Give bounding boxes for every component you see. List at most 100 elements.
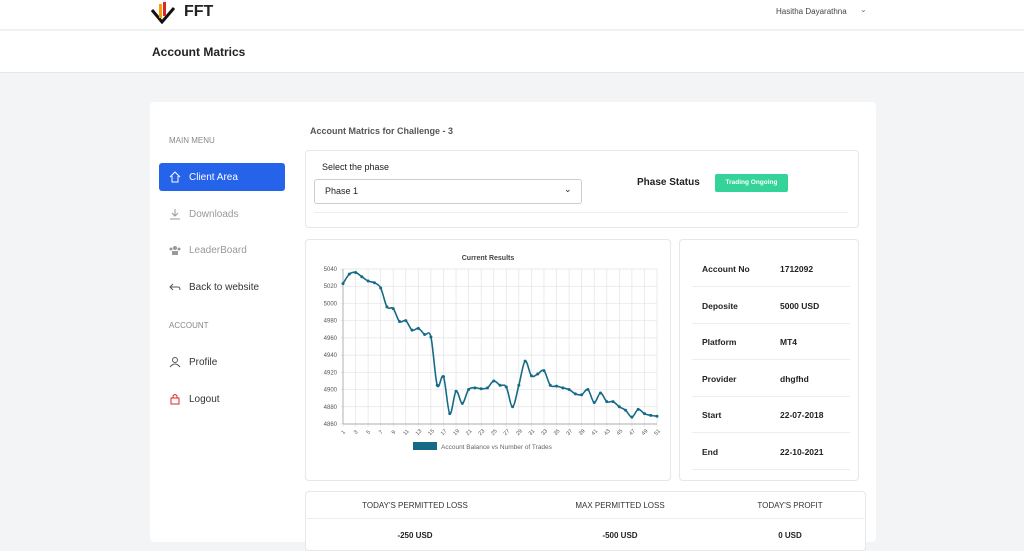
x-tick-label: 9: [391, 430, 397, 436]
x-tick-label: 47: [628, 428, 637, 437]
point: [391, 307, 395, 311]
point: [655, 414, 659, 418]
x-tick-label: 19: [452, 428, 461, 437]
x-tick-label: 35: [553, 428, 562, 437]
chart-box: [305, 239, 671, 481]
y-tick-label: 4960: [324, 336, 338, 342]
point: [398, 320, 402, 324]
point: [649, 413, 653, 417]
limit-value: -250 USD: [397, 531, 433, 540]
nav-label: Back to website: [189, 281, 260, 293]
point: [492, 379, 496, 383]
divider: [305, 518, 866, 519]
point: [617, 405, 621, 409]
point: [504, 385, 508, 389]
x-tick-label: 45: [616, 428, 625, 437]
point: [347, 272, 351, 276]
point: [460, 401, 464, 405]
point: [523, 359, 527, 363]
x-tick-label: 51: [653, 428, 662, 437]
y-tick-label: 4940: [324, 353, 338, 359]
point: [580, 393, 584, 397]
point: [536, 372, 540, 376]
divider: [314, 212, 848, 213]
info-row: Provider dhgfhd: [692, 361, 850, 397]
nav-label: Logout: [189, 393, 220, 405]
header-band: [0, 31, 1024, 73]
phase-value: Phase 1: [325, 186, 359, 196]
info-row: End 22-10-2021: [692, 434, 850, 470]
x-tick-label: 15: [427, 428, 436, 437]
section-heading: Account Matrics for Challenge - 3: [310, 126, 454, 136]
nav-label: Downloads: [189, 208, 239, 220]
point: [341, 282, 345, 286]
point: [511, 405, 515, 409]
x-tick-label: 13: [415, 428, 424, 437]
line: [342, 271, 658, 418]
point: [529, 374, 533, 378]
x-tick-label: 7: [378, 430, 384, 436]
point: [429, 335, 433, 339]
nav-profile[interactable]: Profile: [159, 348, 285, 376]
x-tick-label: 39: [578, 428, 587, 437]
x-tick-label: 11: [402, 429, 410, 437]
y-tick-label: 4900: [324, 388, 338, 394]
y-tick-label: 5000: [324, 301, 338, 307]
y-tick-label: 4980: [324, 319, 338, 325]
point: [385, 305, 389, 309]
x-tick-label: 21: [465, 428, 474, 437]
y-tick-label: 5040: [324, 267, 338, 273]
x-tick-label: 41: [591, 428, 600, 437]
limit-value: 0 USD: [778, 531, 802, 540]
nav-logout[interactable]: Logout: [159, 385, 285, 413]
status-badge: Trading Ongoing: [715, 174, 788, 192]
point: [454, 389, 458, 393]
x-tick-label: 49: [641, 428, 650, 437]
nav-downloads[interactable]: Downloads: [159, 200, 285, 228]
info-value: 5000 USD: [780, 300, 820, 311]
select-caret: ⌄: [564, 184, 572, 194]
point: [555, 384, 559, 388]
point: [479, 387, 483, 391]
point: [567, 388, 571, 392]
point: [605, 400, 609, 404]
point: [448, 412, 452, 416]
point: [485, 386, 489, 390]
point: [354, 270, 358, 274]
info-value: 22-10-2021: [780, 446, 824, 457]
point: [360, 275, 364, 279]
phase-select[interactable]: [314, 179, 582, 204]
nav-label: Profile: [189, 356, 218, 368]
info-label: Deposite: [702, 300, 738, 311]
info-value: 22-07-2018: [780, 410, 824, 420]
info-row: Deposite 5000 USD: [692, 288, 850, 324]
x-tick-label: 17: [440, 428, 449, 437]
point: [624, 408, 628, 412]
point: [379, 286, 383, 290]
info-label: Account No: [702, 264, 750, 274]
nav-client-area[interactable]: Client Area: [159, 163, 285, 191]
info-value: 1712092: [780, 264, 814, 274]
point: [366, 279, 370, 283]
y-tick-label: 4860: [324, 422, 338, 428]
user-menu[interactable]: Hasitha Dayarathna: [776, 7, 847, 16]
menu-heading: ACCOUNT: [169, 321, 209, 330]
account-box: Account No 1712092 Deposite 5000 USD Platfor…: [679, 239, 859, 481]
point: [611, 400, 615, 404]
point: [372, 281, 376, 285]
point: [542, 369, 546, 373]
nav-back[interactable]: Back to website: [159, 273, 285, 301]
nav-leaderboard[interactable]: LeaderBoard: [159, 236, 285, 264]
limit-value: -500 USD: [602, 531, 638, 540]
info-label: Platform: [702, 337, 737, 347]
legend-swatch: [413, 442, 437, 450]
caret: ⌄: [860, 5, 867, 14]
status-label: Phase Status: [637, 177, 700, 188]
point: [498, 383, 502, 387]
point: [548, 383, 552, 387]
info-row: Platform MT4: [692, 324, 850, 360]
point: [416, 326, 420, 330]
x-tick-label: 23: [478, 428, 487, 437]
info-value: dhgfhd: [780, 373, 809, 384]
